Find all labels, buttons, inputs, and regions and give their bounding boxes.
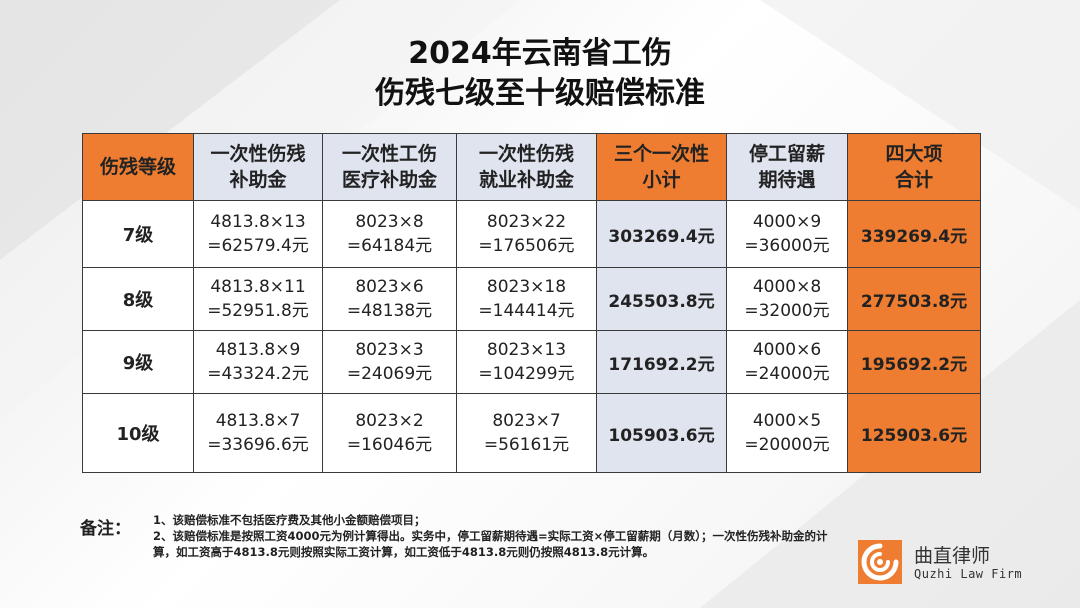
cell-medical: 8023×2 =16046元 (322, 393, 457, 473)
note-item-2: 2、该赔偿标准是按照工资4000元为例计算得出。实务中，停工留薪期待遇=实际工资… (153, 529, 828, 559)
table-header-row: 伤残等级 一次性伤残 补助金 一次性工伤 医疗补助金 一次性伤残 就业补助金 三个一次… (82, 133, 981, 201)
cell-disability: 4813.8×7 =33696.6元 (193, 393, 323, 473)
cell-medical: 8023×8 =64184元 (322, 200, 457, 268)
table-row: 10级 4813.8×7 =33696.6元 8023×2 =16046元 8023… (82, 393, 981, 473)
notes-label: 备注： (80, 519, 131, 539)
cell-subtotal: 171692.2元 (596, 330, 727, 394)
cell-grade: 8级 (82, 267, 194, 331)
cell-leave: 4000×8 =32000元 (726, 267, 848, 331)
swirl-logo-icon (858, 540, 902, 584)
logo-name-cn: 曲直律师 (914, 545, 991, 567)
cell-grade: 10级 (82, 393, 194, 473)
cell-subtotal: 245503.8元 (596, 267, 727, 331)
cell-total: 195692.2元 (847, 330, 981, 394)
cell-total: 339269.4元 (847, 200, 981, 268)
header-leave-pay: 停工留薪 期待遇 (726, 133, 848, 201)
cell-employment: 8023×7 =56161元 (456, 393, 597, 473)
table-row: 8级 4813.8×11 =52951.8元 8023×6 =48138元 8023… (82, 267, 981, 331)
compensation-table: 伤残等级 一次性伤残 补助金 一次性工伤 医疗补助金 一次性伤残 就业补助金 三个一次… (82, 133, 981, 473)
cell-employment: 8023×22 =176506元 (456, 200, 597, 268)
cell-medical: 8023×6 =48138元 (322, 267, 457, 331)
page-title-line2: 伤残七级至十级赔偿标准 (375, 76, 705, 111)
table-row: 9级 4813.8×9 =43324.2元 8023×3 =24069元 8023×… (82, 330, 981, 394)
header-employment-subsidy: 一次性伤残 就业补助金 (456, 133, 597, 201)
cell-disability: 4813.8×13 =62579.4元 (193, 200, 323, 268)
header-medical-subsidy: 一次性工伤 医疗补助金 (322, 133, 457, 201)
cell-subtotal: 105903.6元 (596, 393, 727, 473)
cell-employment: 8023×18 =144414元 (456, 267, 597, 331)
cell-total: 125903.6元 (847, 393, 981, 473)
cell-leave: 4000×5 =20000元 (726, 393, 848, 473)
cell-disability: 4813.8×9 =43324.2元 (193, 330, 323, 394)
cell-grade: 9级 (82, 330, 194, 394)
header-subtotal: 三个一次性 小计 (596, 133, 727, 201)
cell-disability: 4813.8×11 =52951.8元 (193, 267, 323, 331)
logo-name-en: Quzhi Law Firm (914, 567, 1023, 581)
page-title-line1: 2024年云南省工伤 (408, 36, 672, 71)
cell-leave: 4000×9 =36000元 (726, 200, 848, 268)
cell-grade: 7级 (82, 200, 194, 268)
header-grade: 伤残等级 (82, 133, 194, 201)
header-total: 四大项 合计 (847, 133, 981, 201)
note-item-1: 1、该赔偿标准不包括医疗费及其他小金额赔偿项目； (153, 513, 426, 527)
header-disability-subsidy: 一次性伤残 补助金 (193, 133, 323, 201)
table-row: 7级 4813.8×13 =62579.4元 8023×8 =64184元 8023… (82, 200, 981, 268)
cell-subtotal: 303269.4元 (596, 200, 727, 268)
cell-leave: 4000×6 =24000元 (726, 330, 848, 394)
cell-total: 277503.8元 (847, 267, 981, 331)
cell-medical: 8023×3 =24069元 (322, 330, 457, 394)
cell-employment: 8023×13 =104299元 (456, 330, 597, 394)
